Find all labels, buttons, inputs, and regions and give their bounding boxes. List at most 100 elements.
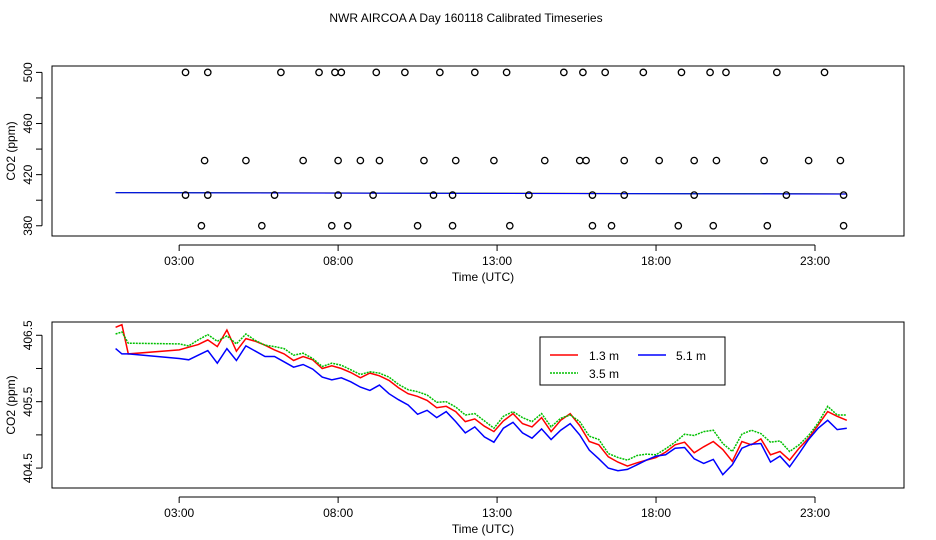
bottom-y-axis-label: CO2 (ppm) bbox=[4, 375, 18, 434]
top-point-ambient bbox=[690, 191, 699, 199]
top-point-flagged bbox=[299, 156, 307, 165]
top-x-axis-label: Time (UTC) bbox=[452, 270, 514, 284]
top-point-low bbox=[413, 221, 422, 230]
bottom-series-line-5-1-m bbox=[115, 344, 847, 476]
top-point-flagged bbox=[706, 68, 714, 77]
top-point-flagged bbox=[337, 68, 346, 77]
top-plot-frame bbox=[51, 65, 905, 237]
bottom-plot-marks bbox=[115, 323, 848, 476]
legend-label-5-1m: 5.1 m bbox=[676, 349, 706, 363]
bottom-x-axis: 03:00 08:00 13:00 18:00 23:00 bbox=[164, 496, 830, 520]
top-point-flagged bbox=[582, 156, 590, 165]
bottom-x-axis-label: Time (UTC) bbox=[452, 522, 514, 536]
top-point-flagged bbox=[181, 68, 190, 77]
top-point-flagged bbox=[502, 68, 511, 77]
top-point-flagged bbox=[575, 156, 584, 165]
top-point-low bbox=[448, 221, 457, 230]
top-point-flagged bbox=[375, 156, 384, 165]
top-x-tick-label: 08:00 bbox=[323, 254, 353, 268]
top-y-tick-label: 460 bbox=[21, 113, 35, 133]
top-point-flagged bbox=[639, 68, 648, 77]
legend-label-3-5m: 3.5 m bbox=[589, 367, 619, 381]
top-point-flagged bbox=[601, 68, 610, 77]
top-point-flagged bbox=[722, 68, 730, 77]
top-y-tick-label: 500 bbox=[21, 62, 35, 82]
top-point-low bbox=[505, 221, 514, 230]
top-point-low bbox=[674, 221, 683, 230]
bottom-y-tick-label: 406.5 bbox=[21, 320, 35, 350]
top-point-ambient bbox=[839, 191, 848, 199]
top-series-line-5-1-m bbox=[115, 192, 847, 195]
top-point-flagged bbox=[540, 156, 549, 165]
top-point-low bbox=[607, 221, 616, 230]
page-title: NWR AIRCOA A Day 160118 Calibrated Times… bbox=[329, 11, 602, 25]
top-y-tick-label: 420 bbox=[21, 164, 35, 184]
bottom-x-tick-label: 18:00 bbox=[641, 506, 671, 520]
top-x-tick-label: 03:00 bbox=[164, 254, 194, 268]
legend-box bbox=[539, 336, 726, 386]
top-x-tick-label: 18:00 bbox=[641, 254, 671, 268]
top-point-flagged bbox=[836, 156, 845, 165]
bottom-x-tick-label: 03:00 bbox=[164, 506, 194, 520]
top-point-flagged bbox=[820, 68, 829, 77]
top-point-ambient bbox=[369, 191, 377, 199]
top-point-flagged bbox=[490, 156, 498, 165]
top-point-flagged bbox=[242, 156, 250, 165]
bottom-x-tick-label: 08:00 bbox=[323, 506, 353, 520]
top-point-flagged bbox=[690, 156, 699, 165]
bottom-series-line-1-3-m bbox=[115, 323, 848, 467]
top-point-low bbox=[327, 221, 336, 230]
top-y-axis: 380 420 460 500 bbox=[21, 62, 43, 236]
top-point-flagged bbox=[451, 156, 460, 165]
top-point-low bbox=[839, 221, 848, 230]
top-point-ambient bbox=[203, 191, 212, 199]
top-point-flagged bbox=[401, 68, 409, 77]
top-point-ambient bbox=[448, 191, 457, 199]
top-plot-marks bbox=[115, 68, 848, 230]
top-point-ambient bbox=[525, 191, 533, 199]
top-point-flagged bbox=[620, 156, 629, 165]
top-point-ambient bbox=[181, 191, 190, 199]
top-point-low bbox=[343, 221, 352, 230]
top-y-axis-label: CO2 (ppm) bbox=[4, 121, 18, 180]
top-point-flagged bbox=[203, 68, 212, 77]
top-point-low bbox=[197, 221, 206, 230]
top-point-flagged bbox=[579, 68, 587, 77]
top-x-tick-label: 13:00 bbox=[482, 254, 512, 268]
legend-label-1-3m: 1.3 m bbox=[589, 349, 619, 363]
bottom-y-tick-label: 405.5 bbox=[21, 386, 35, 416]
bottom-x-tick-label: 13:00 bbox=[482, 506, 512, 520]
top-point-ambient bbox=[334, 191, 342, 199]
top-point-flagged bbox=[372, 68, 381, 77]
top-point-ambient bbox=[270, 191, 279, 199]
top-point-flagged bbox=[559, 68, 568, 77]
top-point-flagged bbox=[772, 68, 781, 77]
top-point-low bbox=[763, 221, 772, 230]
bottom-y-tick-label: 404.5 bbox=[21, 453, 35, 483]
bottom-series-line-3-5-m bbox=[115, 331, 847, 461]
bottom-plot-frame bbox=[51, 321, 905, 489]
top-point-flagged bbox=[277, 68, 285, 77]
top-point-flagged bbox=[334, 156, 342, 165]
top-point-flagged bbox=[356, 156, 365, 165]
top-point-flagged bbox=[200, 156, 209, 165]
top-point-flagged bbox=[315, 68, 323, 77]
top-point-flagged bbox=[677, 68, 686, 77]
bottom-panel: 404.5 405.5 406.5 03:00 08:00 13:00 18:00 23:0… bbox=[4, 320, 905, 536]
top-point-flagged bbox=[655, 156, 664, 165]
top-point-flagged bbox=[760, 156, 768, 165]
bottom-y-axis: 404.5 405.5 406.5 bbox=[21, 320, 43, 483]
top-y-tick-label: 380 bbox=[21, 215, 35, 235]
bottom-x-tick-label: 23:00 bbox=[800, 506, 830, 520]
top-point-ambient bbox=[620, 191, 629, 199]
top-point-ambient bbox=[588, 191, 597, 199]
top-point-ambient bbox=[429, 191, 438, 199]
top-point-flagged bbox=[804, 156, 813, 165]
top-point-flagged bbox=[420, 156, 428, 165]
legend: 1.3 m 5.1 m 3.5 m bbox=[539, 336, 726, 386]
top-point-low bbox=[709, 221, 718, 230]
top-point-low bbox=[257, 221, 266, 230]
top-x-tick-label: 23:00 bbox=[800, 254, 830, 268]
top-point-flagged bbox=[436, 68, 444, 77]
